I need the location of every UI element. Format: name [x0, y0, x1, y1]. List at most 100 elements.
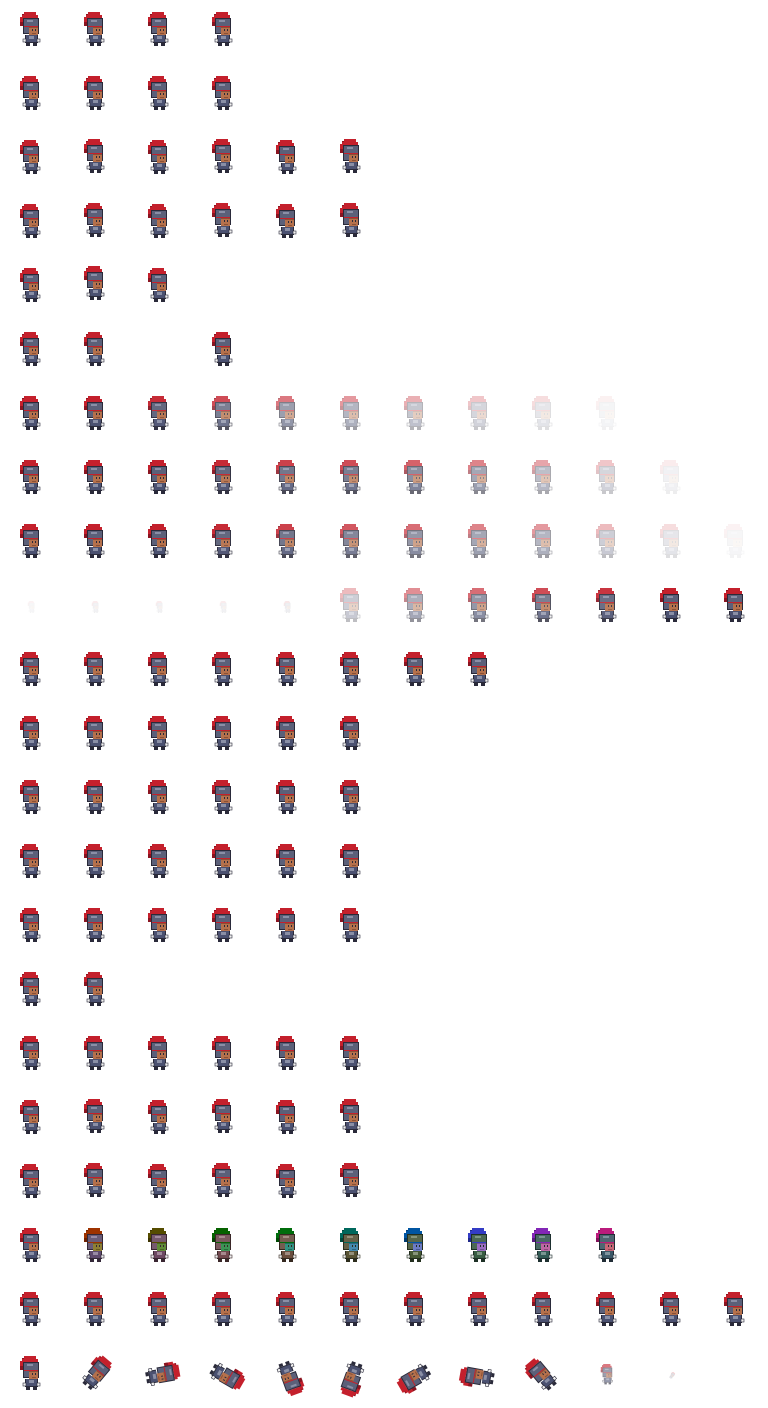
sprite-frame-shatter [64, 512, 128, 576]
sprite-frame-shatter [576, 512, 640, 576]
sprite-frame-swirl [448, 1344, 512, 1408]
sprite-frame-attack [256, 768, 320, 832]
knight-sprite [19, 1035, 41, 1071]
knight-sprite [275, 523, 297, 559]
knight-sprite [275, 843, 297, 879]
sprite-frame-shatter [192, 512, 256, 576]
sprite-frame-glitch [0, 1216, 64, 1280]
knight-sprite [403, 651, 425, 687]
sprite-frame-idle [0, 960, 64, 1024]
knight-sprite [19, 1227, 41, 1263]
sprite-frame-idle [64, 0, 128, 64]
knight-sprite [91, 600, 99, 614]
sprite-frame-idle [0, 64, 64, 128]
knight-sprite [19, 203, 41, 239]
knight-sprite [659, 587, 681, 623]
sprite-frame-slice [448, 448, 512, 512]
knight-sprite [211, 202, 233, 238]
knight-sprite [19, 1163, 41, 1199]
sprite-frame-appear [384, 576, 448, 640]
sprite-frame-appear [576, 576, 640, 640]
sprite-frame-walk [64, 128, 128, 192]
sprite-frame-attack [128, 704, 192, 768]
knight-sprite [147, 843, 169, 879]
sprite-frame-attack [448, 640, 512, 704]
sprite-frame-slice [384, 448, 448, 512]
knight-sprite [147, 1291, 169, 1327]
sprite-frame-dissolve [384, 384, 448, 448]
knight-sprite [19, 1099, 41, 1135]
sprite-frame-jump [0, 256, 64, 320]
knight-sprite [595, 523, 617, 559]
knight-sprite [19, 1291, 41, 1327]
sprite-frame-idle [64, 64, 128, 128]
sprite-frame-swirl [64, 1344, 128, 1408]
sprite-frame-turn [192, 1280, 256, 1344]
sprite-frame-attack [0, 640, 64, 704]
knight-sprite [339, 1162, 361, 1198]
sprite-frame-slice [640, 448, 704, 512]
knight-sprite [339, 138, 361, 174]
knight-sprite [275, 779, 297, 815]
sprite-frame-appear [448, 576, 512, 640]
sprite-frame-walk [256, 192, 320, 256]
sprite-frame-attack [0, 832, 64, 896]
knight-sprite [211, 715, 233, 751]
sprite-frame-throw [128, 1024, 192, 1088]
sprite-frame-swirl [512, 1344, 576, 1408]
sprite-frame-dissolve [0, 384, 64, 448]
sprite-frame-swirl [0, 1344, 64, 1408]
sprite-frame-shatter [704, 512, 768, 576]
sprite-frame-attack [256, 640, 320, 704]
knight-sprite [211, 138, 233, 174]
knight-sprite [147, 11, 169, 47]
knight-sprite [339, 843, 361, 879]
knight-sprite [83, 1162, 105, 1198]
sprite-frame-shatter [448, 512, 512, 576]
knight-sprite [211, 523, 233, 559]
knight-sprite [275, 1099, 297, 1135]
sprite-frame-shatter [128, 512, 192, 576]
knight-sprite [147, 651, 169, 687]
sprite-frame-swirl [384, 1344, 448, 1408]
knight-sprite [19, 523, 41, 559]
sprite-frame-slice [256, 448, 320, 512]
sprite-frame-walk [128, 1088, 192, 1152]
knight-sprite [19, 331, 41, 367]
knight-sprite [403, 395, 425, 431]
knight-sprite [339, 651, 361, 687]
knight-sprite [19, 779, 41, 815]
knight-sprite [659, 459, 681, 495]
sprite-frame-swirl [640, 1344, 704, 1408]
sprite-frame-appear [0, 576, 64, 640]
sprite-frame-walk [64, 1152, 128, 1216]
knight-sprite [83, 971, 105, 1007]
knight-sprite [467, 395, 489, 431]
sprite-frame-throw [192, 1024, 256, 1088]
knight-sprite [275, 1227, 297, 1263]
sprite-frame-glitch [192, 1216, 256, 1280]
sprite-frame-slice [192, 448, 256, 512]
knight-sprite [595, 1227, 617, 1263]
sprite-frame-idle [192, 0, 256, 64]
knight-sprite [147, 1163, 169, 1199]
sprite-frame-attack [64, 704, 128, 768]
knight-sprite [147, 1035, 169, 1071]
sprite-frame-attack [64, 832, 128, 896]
sprite-frame-walk [320, 1152, 384, 1216]
sprite-frame-dissolve [192, 384, 256, 448]
knight-sprite [211, 11, 233, 47]
knight-sprite [19, 11, 41, 47]
knight-sprite [211, 331, 233, 367]
knight-sprite [83, 1227, 105, 1263]
sprite-frame-swirl [256, 1344, 320, 1408]
knight-sprite [19, 395, 41, 431]
sprite-frame-idle [0, 0, 64, 64]
sprite-frame-attack [0, 768, 64, 832]
sprite-frame-appear [192, 576, 256, 640]
knight-sprite [19, 267, 41, 303]
sprite-frame-walk [192, 128, 256, 192]
knight-sprite [403, 523, 425, 559]
knight-sprite [27, 600, 35, 614]
sprite-frame-appear [512, 576, 576, 640]
